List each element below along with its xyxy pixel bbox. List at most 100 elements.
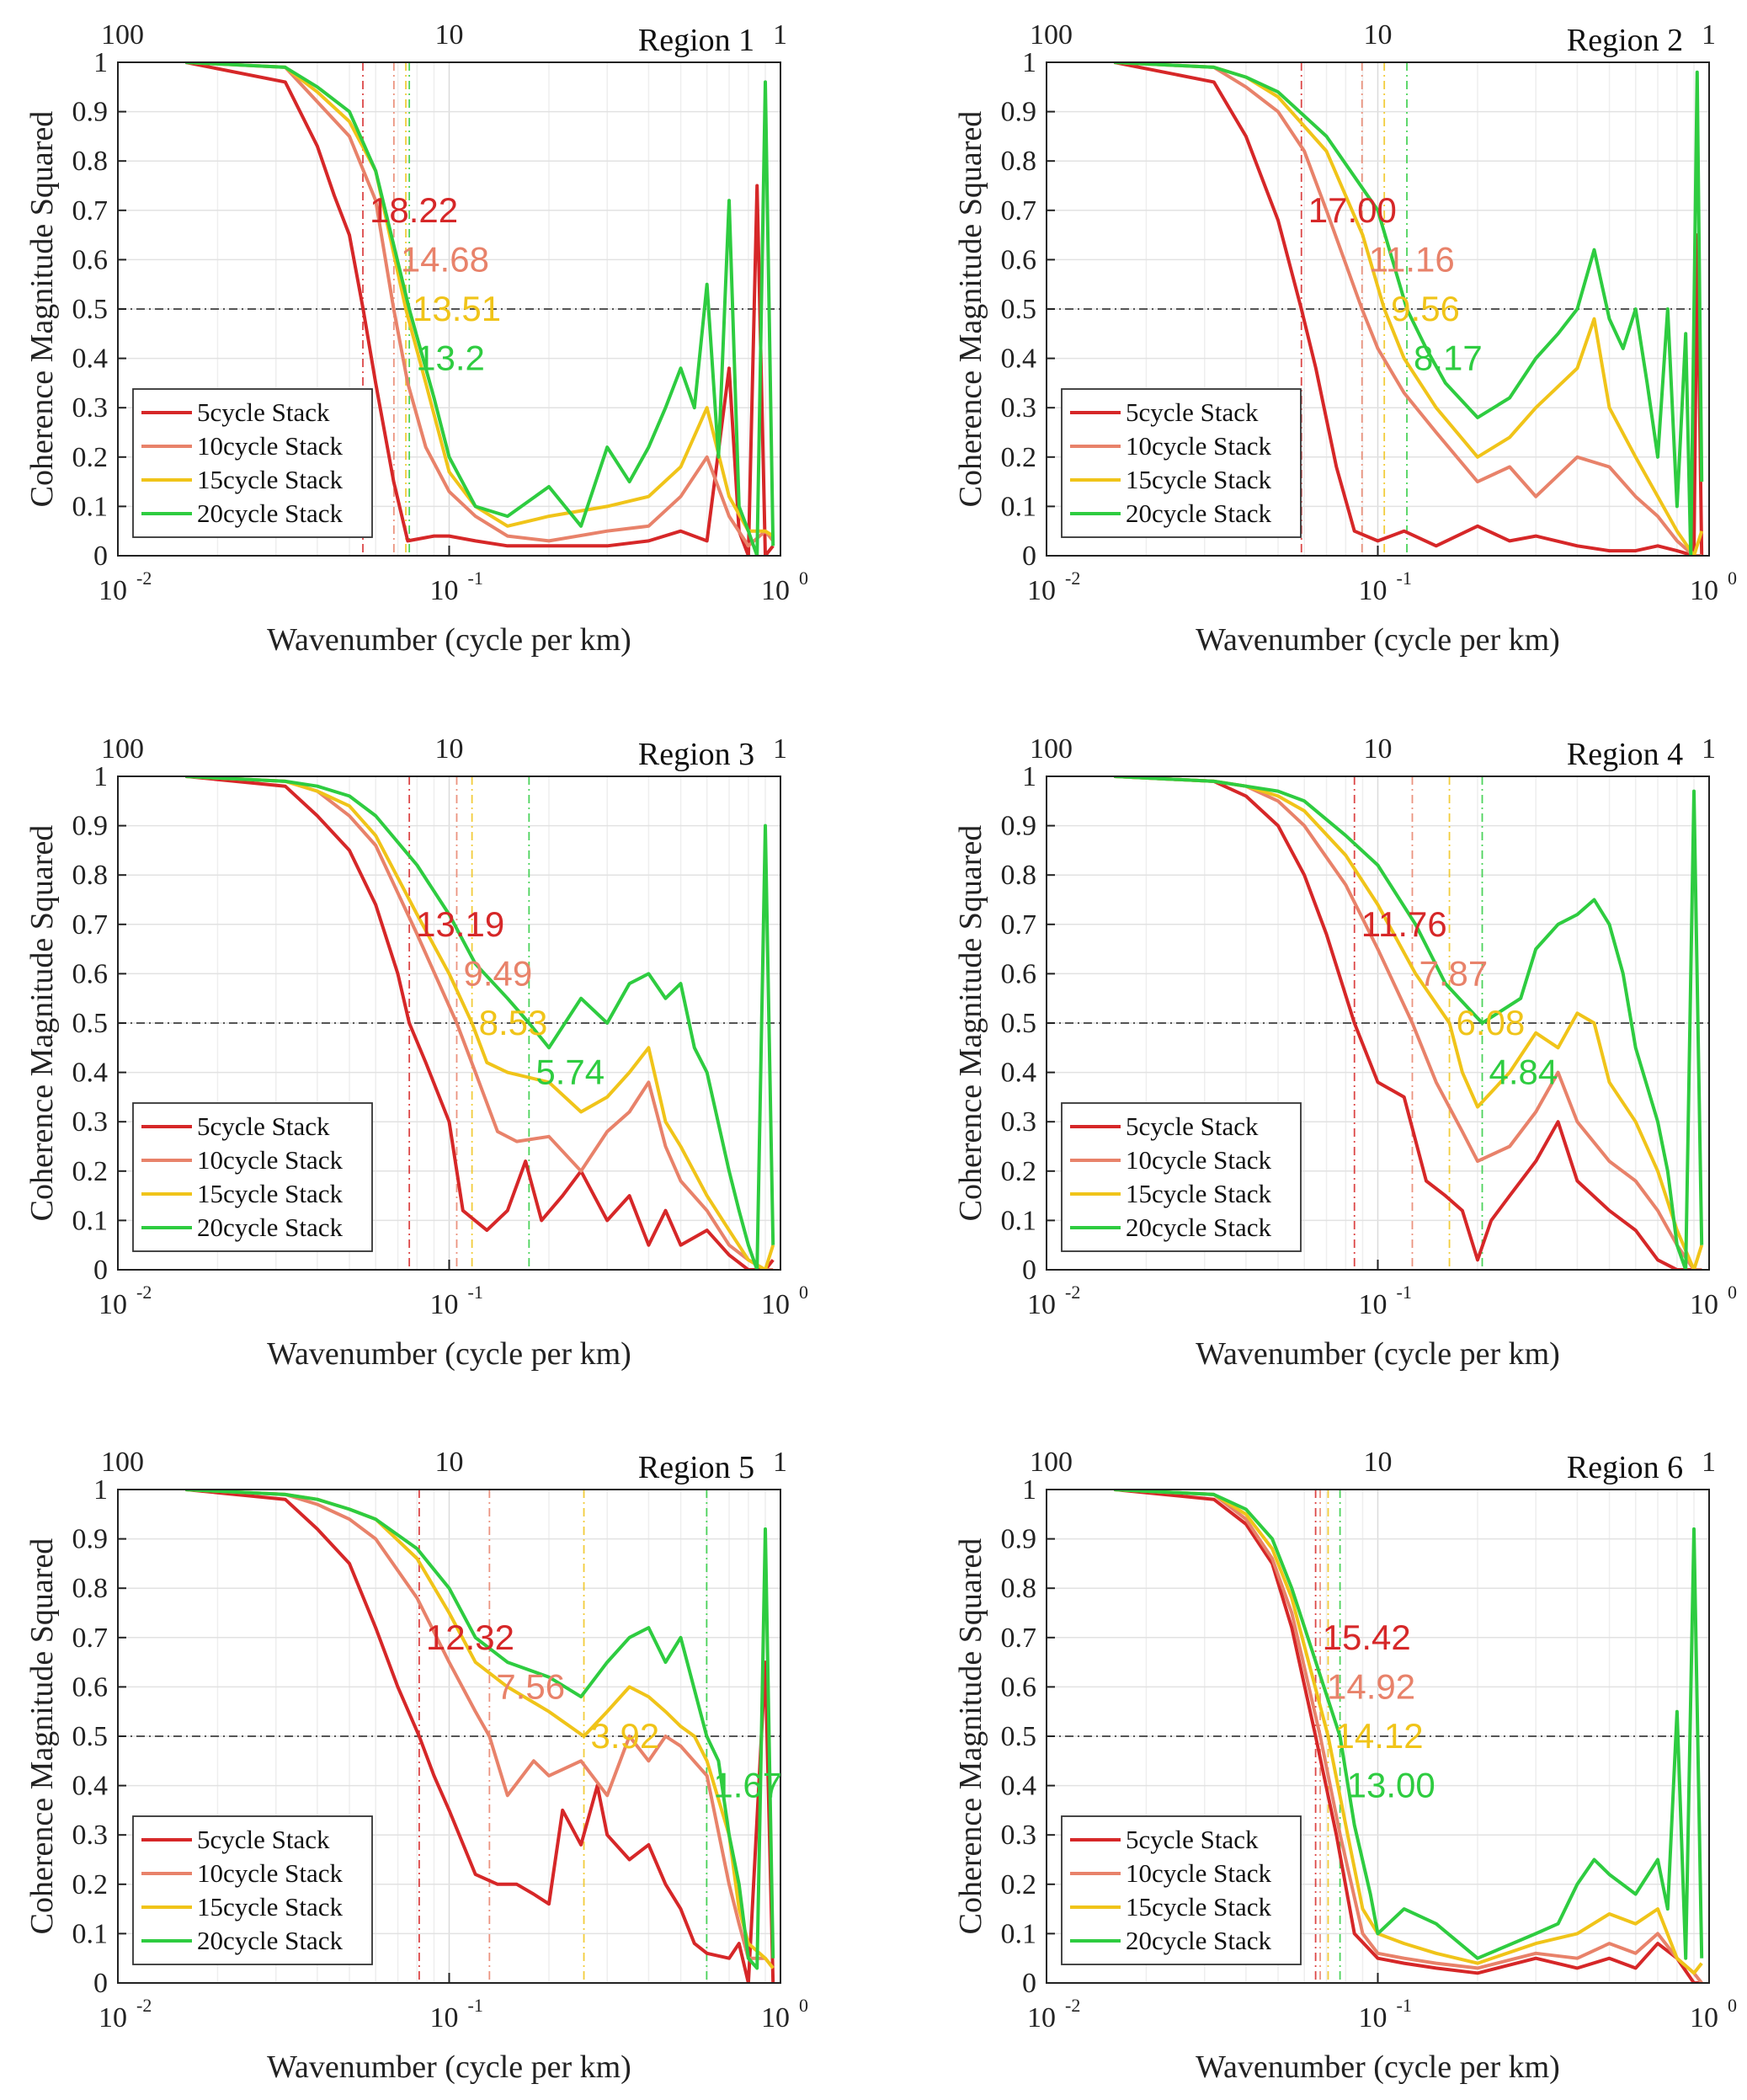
x-tick-exponent: 0 [1728,1995,1737,2016]
x-tick-label: 10 [761,1289,790,1320]
series-line-3 [1114,1490,1703,1975]
y-tick-label: 0.5 [72,1008,109,1039]
x-tick-exponent: -1 [1397,1282,1412,1303]
y-tick-label: 0.5 [1001,1721,1037,1752]
series-line-4 [1114,1490,1704,1960]
x-tick-label: 10 [761,2002,790,2033]
cutoff-annotation: 9.56 [1391,289,1460,328]
legend-item-label: 10cycle Stack [197,1145,344,1175]
y-tick-label: 0 [1022,1968,1036,1999]
cutoff-annotation: 17.00 [1308,190,1397,230]
legend-item-label: 10cycle Stack [197,1858,344,1888]
legend-item-label: 15cycle Stack [1126,465,1272,494]
y-tick-label: 0.6 [1001,958,1037,989]
y-tick-label: 0.4 [72,344,109,375]
y-tick-label: 0.8 [72,146,109,177]
y-tick-label: 0.1 [72,491,109,522]
x-tick-label: 10 [430,2002,459,2033]
cutoff-annotation: 13.19 [416,904,504,944]
x-tick-exponent: -2 [1065,1282,1080,1303]
top-axis-label: 100 [1030,1447,1073,1478]
y-tick-label: 0.8 [72,1573,109,1604]
cutoff-annotation: 3.92 [591,1716,660,1756]
x-tick-exponent: -2 [1065,1995,1080,2016]
y-tick-label: 0.1 [72,1205,109,1236]
y-tick-label: 0.7 [1001,195,1037,227]
cutoff-annotation: 14.92 [1327,1666,1415,1706]
x-axis-label: Wavenumber (cycle per km) [1196,1336,1560,1372]
y-tick-label: 0 [93,1255,108,1286]
cutoff-annotation: 7.87 [1419,953,1488,993]
legend-item-label: 10cycle Stack [1126,1858,1272,1888]
y-tick-label: 0.6 [72,958,109,989]
series-line-3 [1114,62,1704,556]
x-tick-label: 10 [1359,2002,1387,2033]
cutoff-annotation: 15.42 [1323,1618,1411,1657]
x-tick-label: 10 [1027,1289,1056,1320]
cutoff-annotation: 8.17 [1414,338,1483,378]
cutoff-annotation: 9.49 [463,953,532,993]
y-tick-label: 0.4 [1001,1771,1037,1802]
x-tick-exponent: 0 [1728,568,1737,589]
legend-item-label: 15cycle Stack [197,465,344,494]
legend-item-label: 20cycle Stack [1126,1926,1272,1955]
y-tick-label: 1 [1022,47,1036,78]
series-line-1 [185,1490,775,1983]
x-axis-label: Wavenumber (cycle per km) [267,1336,631,1372]
top-axis-label: 100 [1030,19,1073,51]
legend-item-label: 20cycle Stack [197,498,344,528]
y-tick-label: 0.5 [72,1721,109,1752]
x-tick-exponent: -1 [1397,568,1412,589]
y-tick-label: 0.9 [72,97,109,128]
series-line-2 [1114,776,1702,1270]
x-tick-exponent: -1 [1397,1995,1412,2016]
cutoff-annotation: 11.76 [1361,904,1447,944]
x-axis-label: Wavenumber (cycle per km) [1196,2049,1560,2085]
panel-title: Region 2 [1567,23,1683,58]
y-tick-label: 0 [1022,1255,1036,1286]
y-tick-label: 0.7 [72,1623,109,1654]
y-tick-label: 0.7 [1001,1623,1037,1654]
y-tick-label: 0.1 [1001,1918,1037,1949]
x-tick-exponent: 0 [1728,1282,1737,1303]
panel-title: Region 6 [1567,1450,1683,1485]
series-line-1 [1114,776,1702,1270]
series-line-2 [185,776,774,1270]
x-tick-label: 10 [430,1289,459,1320]
x-tick-label: 10 [430,575,459,606]
x-axis-label: Wavenumber (cycle per km) [1196,622,1560,658]
y-tick-label: 0.2 [72,442,109,473]
y-tick-label: 0.2 [72,1156,109,1187]
top-axis-label: 100 [101,1447,144,1478]
top-axis-label: 1 [1702,1447,1716,1478]
cutoff-annotation: 4.84 [1489,1053,1558,1092]
series-line-4 [1114,62,1704,556]
y-tick-label: 0.4 [72,1771,109,1802]
y-axis-label: Coherence Magnitude Squared [953,111,988,508]
x-tick-label: 10 [761,575,790,606]
legend-item-label: 10cycle Stack [197,431,344,461]
y-tick-label: 1 [1022,761,1036,792]
cutoff-annotation: 5.74 [535,1053,605,1092]
top-axis-label: 100 [1030,733,1073,765]
legend-item-label: 10cycle Stack [1126,1145,1272,1175]
x-tick-exponent: -1 [468,1995,483,2016]
x-tick-label: 10 [1690,575,1718,606]
cutoff-annotation: 18.22 [370,190,458,230]
cutoff-annotation: 14.68 [401,239,489,279]
y-tick-label: 0.8 [72,860,109,891]
cutoff-annotation: 7.56 [496,1666,565,1706]
y-tick-label: 0 [93,1968,108,1999]
y-tick-label: 0.9 [1001,97,1037,128]
legend-item-label: 15cycle Stack [1126,1892,1272,1921]
legend-item-label: 15cycle Stack [197,1892,344,1921]
x-tick-label: 10 [99,2002,127,2033]
x-tick-label: 10 [1027,2002,1056,2033]
series-line-4 [185,776,775,1270]
y-tick-label: 0 [1022,541,1036,572]
y-axis-label: Coherence Magnitude Squared [24,825,60,1222]
top-axis-label: 1 [773,1447,787,1478]
legend-item-label: 20cycle Stack [1126,498,1272,528]
series-line-1 [185,776,775,1270]
